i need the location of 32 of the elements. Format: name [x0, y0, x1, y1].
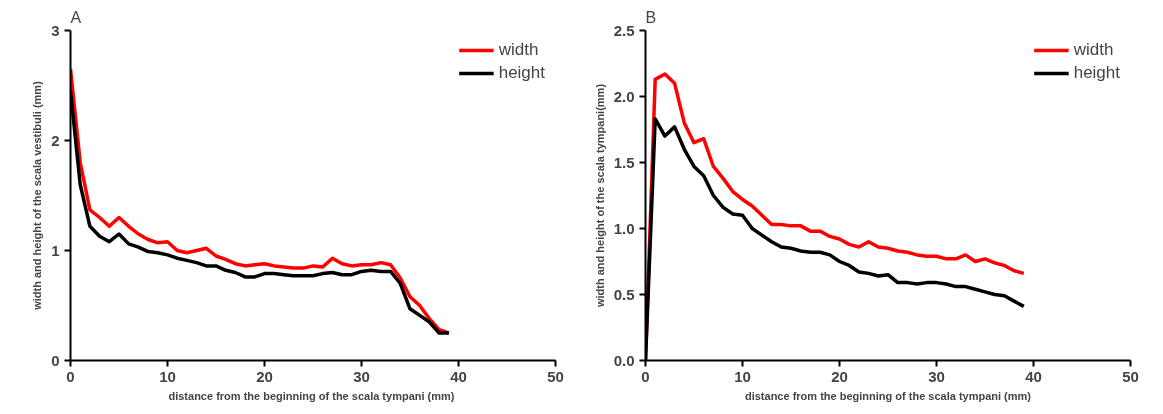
- y-axis-title: width and height of the scala vestibuli (mm): [31, 80, 44, 311]
- x-tick-label: 40: [1025, 367, 1042, 385]
- y-tick-label: 0.0: [613, 351, 635, 369]
- legend-label: width: [1073, 40, 1114, 60]
- y-tick-label: 2.0: [613, 87, 635, 105]
- x-axis-title: distance from the beginning of the scala tympani (mm): [168, 389, 455, 402]
- x-tick-label: 0: [641, 367, 650, 385]
- legend-label: height: [1073, 63, 1120, 83]
- chart-title: B: [645, 8, 657, 26]
- x-tick-label: 30: [353, 367, 370, 385]
- legend-label: height: [498, 63, 545, 83]
- x-tick-label: 10: [734, 367, 751, 385]
- y-tick-label: 1.0: [613, 219, 635, 237]
- y-tick-label: 1.5: [613, 153, 635, 171]
- x-tick-label: 0: [66, 367, 75, 385]
- x-tick-label: 20: [256, 367, 273, 385]
- x-tick-label: 40: [450, 367, 467, 385]
- legend-label: width: [498, 40, 539, 60]
- x-tick-label: 20: [831, 367, 848, 385]
- x-tick-label: 50: [547, 367, 564, 385]
- y-tick-label: 1: [51, 241, 60, 259]
- x-axis-title: distance from the beginning of the scala tympani (mm): [744, 389, 1032, 402]
- y-tick-label: 0: [51, 351, 60, 369]
- y-axis-title: width and height of the scala tympani(mm): [593, 83, 606, 309]
- x-tick-label: 50: [1122, 367, 1139, 385]
- y-tick-label: 3: [51, 21, 60, 39]
- x-tick-label: 30: [928, 367, 945, 385]
- y-tick-label: 2: [51, 131, 60, 149]
- y-tick-label: 0.5: [613, 285, 635, 303]
- x-tick-label: 10: [159, 367, 176, 385]
- chart-title: A: [70, 8, 82, 26]
- y-tick-label: 2.5: [613, 21, 635, 39]
